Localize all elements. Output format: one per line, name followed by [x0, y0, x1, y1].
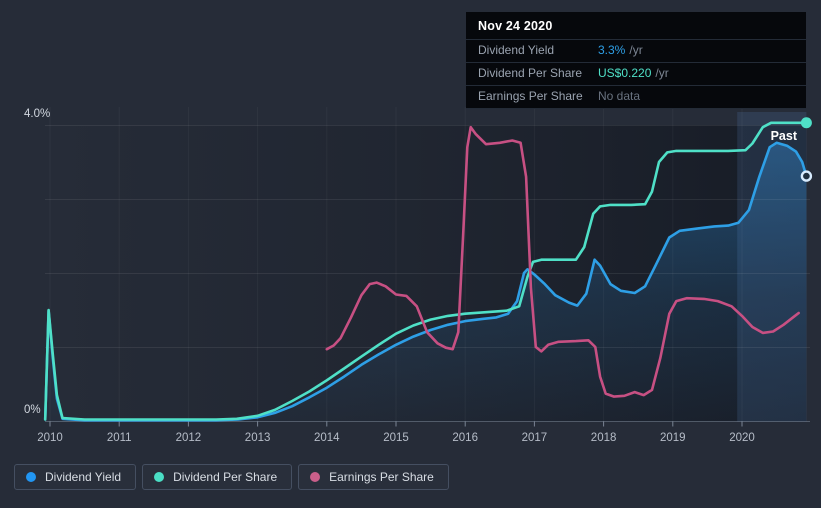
past-period-highlight-band [737, 112, 807, 422]
legend-item-dividend-per-share[interactable]: Dividend Per Share [142, 464, 293, 490]
earnings-per-share-line [325, 125, 800, 398]
legend-dot-icon [310, 472, 321, 482]
x-tick-label: 2020 [729, 432, 755, 444]
tooltip-row-label: Earnings Per Share [478, 89, 583, 103]
x-tick-label: 2013 [245, 432, 271, 444]
chart-legend: Dividend Yield Dividend Per Share Earnings… [14, 464, 449, 490]
x-tick-label: 2018 [591, 432, 617, 444]
x-tick-label: 2014 [314, 432, 340, 444]
tooltip-date: Nov 24 2020 [478, 19, 553, 33]
legend-item-label: Earnings Per Share [329, 470, 434, 484]
dividend-per-share-end-marker [800, 117, 812, 129]
tooltip-row-value: US$0.220 [598, 66, 652, 80]
x-tick-label: 2016 [452, 432, 478, 444]
dividend-yield-area-fill [45, 142, 807, 422]
legend-dot-icon [26, 472, 36, 482]
tooltip-row-dividend-per-share: Dividend Per Share US$0.220/yr [466, 62, 806, 85]
tooltip-rows: Dividend Yield 3.3%/yr Dividend Per Share U… [466, 39, 806, 108]
x-tick-label: 2010 [37, 432, 63, 444]
y-tick-label: 0% [24, 404, 41, 416]
x-tick-label: 2019 [660, 432, 686, 444]
tooltip-row-dividend-yield: Dividend Yield 3.3%/yr [466, 39, 806, 62]
dividend-per-share-line [43, 121, 808, 421]
x-tick-label: 2011 [107, 432, 132, 444]
legend-item-label: Dividend Per Share [173, 470, 278, 484]
x-tick-label: 2017 [522, 432, 548, 444]
tooltip-row-label: Dividend Yield [478, 43, 555, 57]
dividend-yield-end-marker [800, 170, 813, 182]
past-label: Past [771, 129, 798, 143]
legend-item-dividend-yield[interactable]: Dividend Yield [14, 464, 137, 490]
tooltip-row-label: Dividend Per Share [478, 66, 583, 80]
x-tick-label: 2015 [383, 432, 409, 444]
tooltip-row-unit: /yr [655, 66, 669, 80]
legend-item-label: Dividend Yield [45, 470, 122, 484]
legend-item-earnings-per-share[interactable]: Earnings Per Share [298, 464, 449, 490]
tooltip-row-earnings-per-share: Earnings Per Share No data [466, 85, 806, 108]
chart-tooltip: Nov 24 2020 Dividend Yield 3.3%/yr Dividen… [466, 12, 806, 109]
tooltip-row-value: No data [598, 89, 641, 103]
tooltip-row-value: 3.3% [598, 43, 626, 57]
legend-dot-icon [154, 472, 165, 482]
tooltip-row-unit: /yr [629, 43, 643, 57]
y-tick-label: 4.0% [24, 108, 50, 120]
x-tick-label: 2012 [176, 432, 202, 444]
